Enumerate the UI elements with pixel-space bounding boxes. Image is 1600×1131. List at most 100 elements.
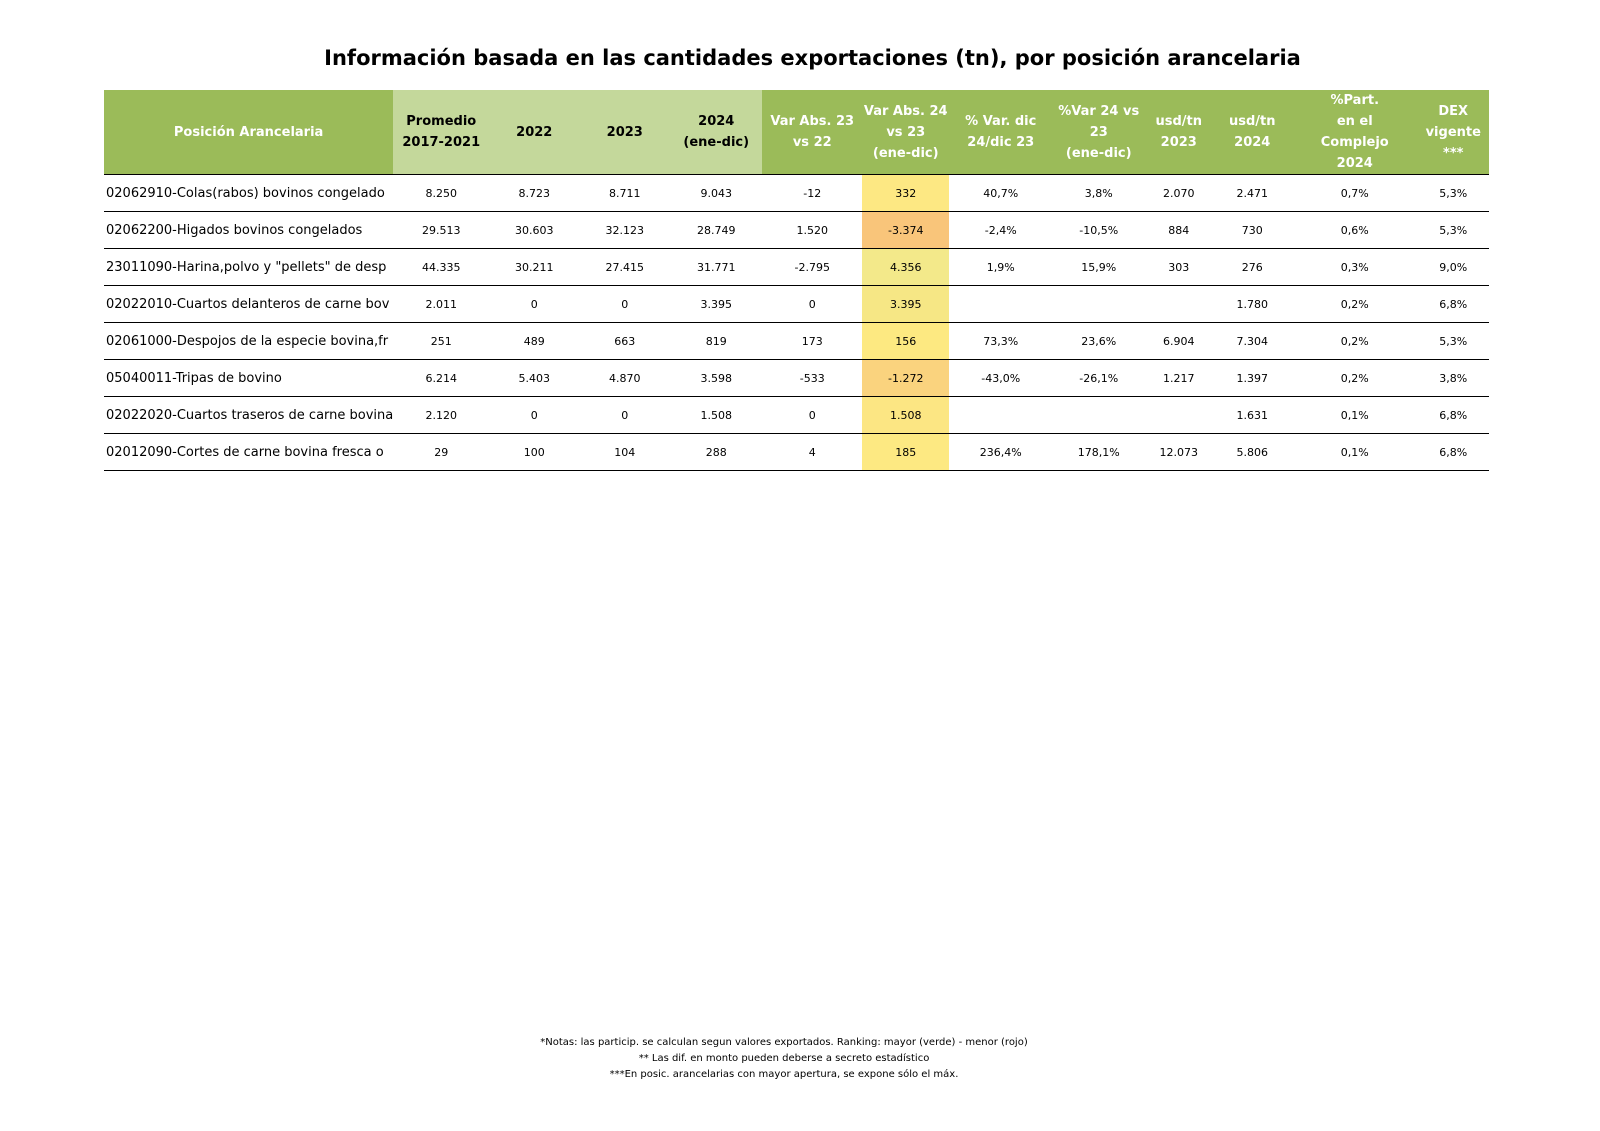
cell: -12 — [762, 174, 863, 212]
header-cell: usd/tn 2024 — [1212, 90, 1293, 175]
cell: -2.795 — [762, 248, 863, 286]
cell: 730 — [1212, 211, 1293, 249]
cell: 6,8% — [1417, 396, 1490, 434]
cell: 0,3% — [1292, 248, 1418, 286]
table-row: 02012090-Cortes de carne bovina fresca o… — [104, 433, 1490, 471]
header-cell: 2022 — [489, 90, 580, 175]
header-cell: Var Abs. 23 vs 22 — [762, 90, 863, 175]
cell: 6,8% — [1417, 285, 1490, 323]
header-line: Posición Arancelaria — [173, 124, 324, 140]
cell: 0 — [762, 285, 863, 323]
cell: 3,8% — [1052, 174, 1146, 212]
position-name: 02062200-Higados bovinos congelados — [104, 211, 394, 249]
header-line: usd/tn — [1228, 114, 1276, 129]
position-name: 02022010-Cuartos delanteros de carne bov — [104, 285, 394, 323]
table-row: 02062200-Higados bovinos congelados 29.51… — [104, 211, 1490, 249]
position-name: 02012090-Cortes de carne bovina fresca o — [104, 433, 394, 471]
table-row: 02022010-Cuartos delanteros de carne bov… — [104, 285, 1490, 323]
cell: 31.771 — [670, 248, 763, 286]
cell: -533 — [762, 359, 863, 397]
cell: -2,4% — [949, 211, 1053, 249]
cell: 489 — [489, 322, 580, 360]
header-line: *** — [1443, 145, 1464, 161]
header-line: vigente — [1425, 124, 1481, 140]
cell: 1.631 — [1212, 396, 1293, 434]
header-line: 2024 — [1336, 156, 1373, 171]
cell: 9,0% — [1417, 248, 1490, 286]
header-line: vs 22 — [792, 135, 832, 150]
cell: 100 — [489, 433, 580, 471]
header-line: 2024 — [698, 114, 735, 129]
cell — [1052, 285, 1146, 323]
cell: 0,1% — [1292, 396, 1418, 434]
table-row: 23011090-Harina,polvo y "pellets" de des… — [104, 248, 1490, 286]
cell: 0,7% — [1292, 174, 1418, 212]
header-row: Posición Arancelaria Promedio 2017-2021 202… — [104, 90, 1490, 175]
cell: 1.508 — [670, 396, 763, 434]
cell: 819 — [670, 322, 763, 360]
cell: -1.272 — [862, 359, 950, 397]
cell: 884 — [1145, 211, 1213, 249]
cell: 156 — [862, 322, 950, 360]
cell: 5,3% — [1417, 174, 1490, 212]
header-cell: Posición Arancelaria — [104, 90, 394, 175]
header-cell: % Var. dic 24/dic 23 — [949, 90, 1053, 175]
cell: 8.711 — [579, 174, 671, 212]
header-line: %Var 24 vs 23 — [1058, 103, 1140, 140]
header-line: Var Abs. 23 — [770, 114, 855, 129]
cell: 29 — [393, 433, 490, 471]
cell: 2.011 — [393, 285, 490, 323]
cell: 1.520 — [762, 211, 863, 249]
header-cell: Var Abs. 24 vs 23 (ene-dic) — [862, 90, 950, 175]
cell: 2.120 — [393, 396, 490, 434]
cell: 178,1% — [1052, 433, 1146, 471]
position-name: 23011090-Harina,polvo y "pellets" de des… — [104, 248, 394, 286]
cell: -43,0% — [949, 359, 1053, 397]
cell: 8.723 — [489, 174, 580, 212]
cell: 1.397 — [1212, 359, 1293, 397]
header-line: (ene-dic) — [1065, 145, 1132, 161]
header-line: vs 23 — [886, 124, 926, 140]
cell: -3.374 — [862, 211, 950, 249]
cell: 4.356 — [862, 248, 950, 286]
cell: 173 — [762, 322, 863, 360]
cell: 3,8% — [1417, 359, 1490, 397]
cell: 8.250 — [393, 174, 490, 212]
position-name: 02061000-Despojos de la especie bovina,f… — [104, 322, 394, 360]
position-name: 02062910-Colas(rabos) bovinos congelado — [104, 174, 394, 212]
cell: 3.598 — [670, 359, 763, 397]
cell: 0 — [579, 396, 671, 434]
cell: 6.214 — [393, 359, 490, 397]
cell — [949, 285, 1053, 323]
title: Información basada en las cantidades exp… — [324, 46, 1301, 70]
header-line: usd/tn — [1155, 114, 1202, 129]
cell: 288 — [670, 433, 763, 471]
cell: 27.415 — [579, 248, 671, 286]
cell: 4 — [762, 433, 863, 471]
cell: 30.603 — [489, 211, 580, 249]
cell: 44.335 — [393, 248, 490, 286]
cell: 3.395 — [670, 285, 763, 323]
cell: 29.513 — [393, 211, 490, 249]
cell: 2.471 — [1212, 174, 1293, 212]
cell: 73,3% — [949, 322, 1053, 360]
cell: 3.395 — [862, 285, 950, 323]
cell: 104 — [579, 433, 671, 471]
cell: 1,9% — [949, 248, 1053, 286]
cell: 251 — [393, 322, 490, 360]
data-table: Posición Arancelaria Promedio 2017-2021 202… — [104, 90, 1490, 471]
cell: 32.123 — [579, 211, 671, 249]
cell: 236,4% — [949, 433, 1053, 471]
header-line: Var Abs. 24 — [863, 103, 948, 119]
header-line: % Var. dic — [965, 114, 1037, 129]
cell: 332 — [862, 174, 950, 212]
header-line: (ene-dic) — [683, 135, 750, 150]
table-row: 02061000-Despojos de la especie bovina,f… — [104, 322, 1490, 360]
header-cell: usd/tn 2023 — [1145, 90, 1213, 175]
cell: 5,3% — [1417, 211, 1490, 249]
cell: 276 — [1212, 248, 1293, 286]
header-line: 2023 — [606, 124, 643, 140]
cell: 185 — [862, 433, 950, 471]
header-cell: %Part. en el Complejo 2024 — [1292, 90, 1418, 175]
header-line: 2023 — [1160, 135, 1197, 150]
